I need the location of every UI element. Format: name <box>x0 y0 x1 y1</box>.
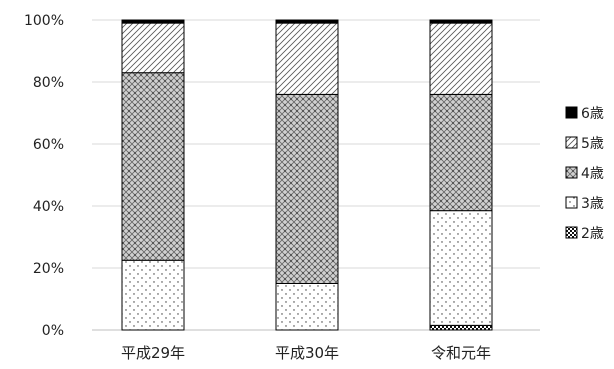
legend-swatch <box>565 166 578 179</box>
y-tick-label: 100% <box>24 13 64 29</box>
bar-segment-4歳 <box>429 93 493 212</box>
bar-segment-4歳 <box>121 72 185 261</box>
bar-segment-3歳 <box>121 259 185 331</box>
bar-segment-6歳 <box>429 19 493 24</box>
legend-swatch <box>565 226 578 239</box>
legend-label: 5歳 <box>581 136 604 152</box>
legend-label: 4歳 <box>581 166 604 182</box>
bar-segment-6歳 <box>121 19 185 24</box>
bar-segment-6歳 <box>275 19 339 24</box>
bar-segment-5歳 <box>429 22 493 95</box>
x-category-label: 平成29年 <box>121 344 185 362</box>
bar-segment-2歳 <box>429 324 493 331</box>
y-axis-tick-labels: 0% 20% 40% 60% 80% 100% <box>24 13 64 339</box>
legend-label: 3歳 <box>581 196 604 212</box>
legend-label: 2歳 <box>581 226 604 242</box>
y-tick-label: 60% <box>33 137 64 153</box>
y-tick-label: 0% <box>42 323 64 339</box>
y-tick-label: 40% <box>33 199 64 215</box>
bar-segment-3歳 <box>429 210 493 326</box>
bar-stacks <box>121 19 493 331</box>
x-category-label: 平成30年 <box>275 344 339 362</box>
legend-swatch <box>565 136 578 149</box>
bar-segment-5歳 <box>121 22 185 74</box>
legend-swatch <box>565 106 578 119</box>
x-axis-category-labels: 平成29年 平成30年 令和元年 <box>121 344 491 362</box>
bar-segment-5歳 <box>275 22 339 95</box>
legend: 6歳 5歳 4歳 3歳 2歳 <box>565 106 604 242</box>
bar-segment-3歳 <box>275 283 339 331</box>
y-tick-label: 20% <box>33 261 64 277</box>
legend-label: 6歳 <box>581 106 604 122</box>
legend-swatch <box>565 196 578 209</box>
bar-segment-4歳 <box>275 93 339 285</box>
y-tick-label: 80% <box>33 75 64 91</box>
x-category-label: 令和元年 <box>431 344 491 362</box>
